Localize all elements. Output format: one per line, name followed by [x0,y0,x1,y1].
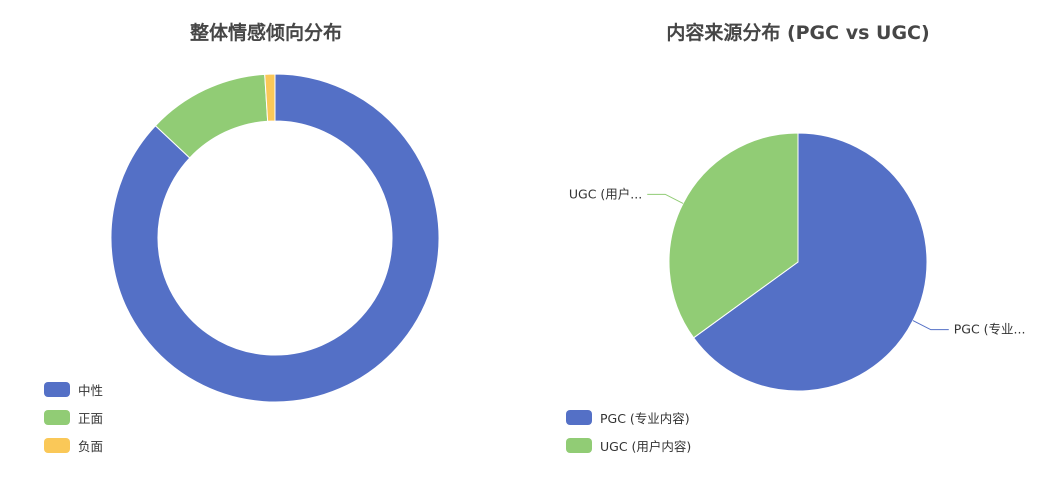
legend-label: 中性 [78,382,104,398]
legend-swatch [44,381,70,397]
legend-label: 正面 [78,410,104,426]
legend-label: UGC (用户内容) [600,438,692,454]
source-chart-title: 内容来源分布 (PGC vs UGC) [666,22,930,44]
sentiment-chart-panel: 整体情感倾向分布 中性正面负面 [44,22,440,465]
legend-item-中性[interactable]: 中性 [44,381,104,398]
legend-item-负面[interactable]: 负面 [44,437,104,454]
sentiment-legend: 中性 正面 负面 [44,381,103,465]
legend-swatch [566,437,592,453]
sentiment-chart-title: 整体情感倾向分布 [189,22,342,44]
sentiment-donut-chart [110,73,440,403]
legend-label: PGC (专业内容) [600,410,690,426]
source-pie-chart: PGC (专业... UGC (用户... [569,132,1026,392]
source-legend: PGC (专业内容) UGC (用户内容) [566,409,691,465]
legend-swatch [44,409,70,425]
source-chart-panel: 内容来源分布 (PGC vs UGC) PGC (专业... UGC (用户...… [532,0,1064,479]
legend-swatch [566,409,592,425]
pie-slice-负面[interactable] [264,73,276,122]
legend-item-pgc[interactable]: PGC (专业内容) [566,409,691,426]
legend-item-ugc[interactable]: UGC (用户内容) [566,437,692,454]
pie-slice-中性[interactable] [110,73,440,403]
slice-label-ugc: UGC (用户... [569,186,642,201]
legend-swatch [44,437,70,453]
slice-label-line-ugc [647,193,684,204]
legend-item-正面[interactable]: 正面 [44,409,104,426]
pie-slice-ugc[interactable] [668,132,799,339]
slice-label-line-pgc [912,320,949,331]
legend-label: 负面 [78,438,104,454]
slice-label-pgc: PGC (专业... [954,322,1026,337]
